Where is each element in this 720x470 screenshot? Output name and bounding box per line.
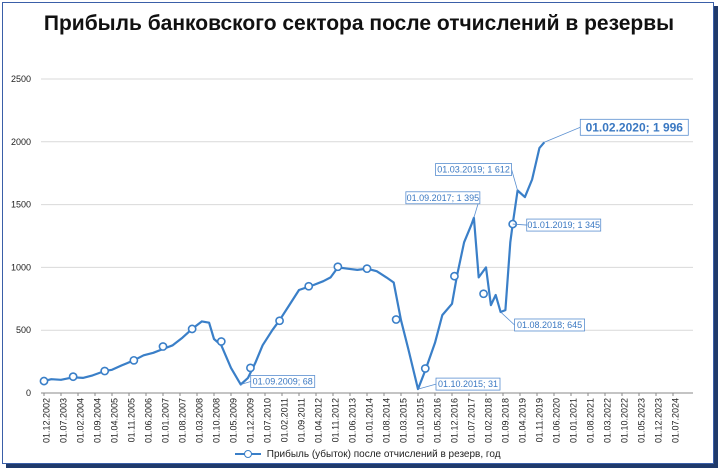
x-tick-label: 01.07.2010 <box>262 398 272 443</box>
x-tick-label: 01.05.2023 <box>636 398 646 443</box>
y-tick-label: 1000 <box>11 262 31 272</box>
x-tick-label: 01.11.2019 <box>534 398 544 442</box>
x-tick-label: 01.04.2019 <box>517 398 527 443</box>
legend-series-name: Прибыль (убыток) после отчислений в резе… <box>266 449 501 460</box>
x-tick-label: 01.01.2007 <box>160 398 170 443</box>
x-tick-label: 01.04.2012 <box>313 398 323 443</box>
x-tick-label: 01.12.2016 <box>449 398 459 443</box>
annotation-label: 01.08.2018; 645 <box>517 320 582 330</box>
y-tick-label: 2500 <box>11 74 31 84</box>
x-tick-label: 01.02.2011 <box>279 398 289 442</box>
x-tick-label: 01.09.2018 <box>500 398 510 443</box>
x-tick-label: 01.04.2005 <box>109 398 119 443</box>
chart-plot: 0 500 1000 1500 2000 2500 01.12.2002 01.07.2003… <box>11 74 693 443</box>
series-marker <box>304 281 314 291</box>
x-tick-label: 01.11.2012 <box>330 398 340 442</box>
annotation-leader <box>512 223 527 226</box>
series-marker <box>479 289 488 299</box>
x-tick-label: 01.12.2002 <box>41 398 51 443</box>
series-marker <box>246 363 255 373</box>
x-tick-label: 01.01.2021 <box>568 398 578 443</box>
annotation-box <box>435 377 501 391</box>
x-tick-label: 01.06.2013 <box>347 398 357 443</box>
x-tick-label: 01.02.2018 <box>483 398 493 443</box>
annotation-leader <box>417 383 437 390</box>
annotation-box <box>405 191 481 205</box>
chart-frame: Прибыль банковского сектора после отчисл… <box>2 2 714 464</box>
x-tick-label: 01.10.2008 <box>211 398 221 443</box>
y-tick-label: 0 <box>26 388 31 398</box>
x-tick-label: 01.12.2009 <box>245 398 255 443</box>
y-tick-label: 1500 <box>11 200 31 210</box>
annotation-label: 01.03.2019; 1 612 <box>437 165 510 175</box>
x-tick-label: 01.03.2022 <box>602 398 612 443</box>
annotation-label: 01.01.2019; 1 345 <box>527 220 600 230</box>
series-line <box>43 141 546 391</box>
x-tick-label: 01.08.2007 <box>177 398 187 443</box>
series-marker <box>216 337 226 346</box>
series-marker <box>450 271 459 281</box>
annotation-box <box>579 118 689 136</box>
x-tick-label: 01.03.2008 <box>194 398 204 443</box>
x-tick-label: 01.10.2015 <box>415 398 425 443</box>
annotation-leader <box>544 126 581 143</box>
series-marker <box>362 264 372 274</box>
x-tick-label: 01.08.2021 <box>585 398 595 443</box>
chart-title: Прибыль банковского сектора после отчисл… <box>43 12 675 35</box>
annotation-box <box>526 218 602 232</box>
x-tick-label: 01.07.2024 <box>670 398 680 443</box>
x-tick-label: 01.08.2014 <box>381 398 391 443</box>
annotation-leader <box>511 169 518 191</box>
series-marker <box>275 316 284 326</box>
annotation-leader <box>240 381 251 385</box>
annotation-label: 01.09.2017; 1 395 <box>407 193 480 203</box>
x-tick-label: 01.07.2017 <box>466 398 476 443</box>
series-marker <box>333 262 343 272</box>
series-marker <box>39 376 49 386</box>
x-tick-label: 01.06.2006 <box>143 398 153 443</box>
x-tick-label: 01.05.2009 <box>228 398 238 443</box>
x-tick-label: 01.09.2011 <box>296 398 306 442</box>
annotation-leader <box>500 311 515 326</box>
y-tick-label: 2000 <box>11 137 31 147</box>
series-marker <box>391 315 401 324</box>
annotation-box <box>435 163 512 176</box>
annotation-label: 01.09.2009; 68 <box>253 376 313 386</box>
x-tick-label: 01.07.2003 <box>58 398 68 443</box>
series-marker <box>129 355 139 365</box>
annotation-box <box>250 375 316 388</box>
series-marker <box>158 342 168 351</box>
series-marker <box>187 324 197 334</box>
series-marker <box>420 364 430 373</box>
legend-line-marker-icon <box>235 449 261 459</box>
x-tick-label: 01.10.2022 <box>619 398 629 443</box>
x-tick-label: 01.02.2004 <box>75 398 85 443</box>
chart-legend: Прибыль (убыток) после отчислений в резе… <box>235 449 501 460</box>
series-marker <box>68 372 78 382</box>
annotation-label: 01.02.2020; 1 996 <box>586 120 684 134</box>
annotation-box <box>514 318 585 332</box>
annotation-label: 01.10.2015; 31 <box>438 379 498 389</box>
x-tick-label: 01.09.2004 <box>92 398 102 443</box>
y-tick-label: 500 <box>16 325 31 335</box>
x-tick-label: 01.11.2005 <box>126 398 136 442</box>
series-marker <box>100 366 110 376</box>
x-tick-label: 01.01.2014 <box>364 398 374 443</box>
x-tick-label: 01.05.2016 <box>432 398 442 443</box>
x-tick-label: 01.12.2023 <box>653 398 663 443</box>
x-tick-label: 01.06.2020 <box>551 398 561 443</box>
x-tick-label: 01.03.2015 <box>398 398 408 443</box>
